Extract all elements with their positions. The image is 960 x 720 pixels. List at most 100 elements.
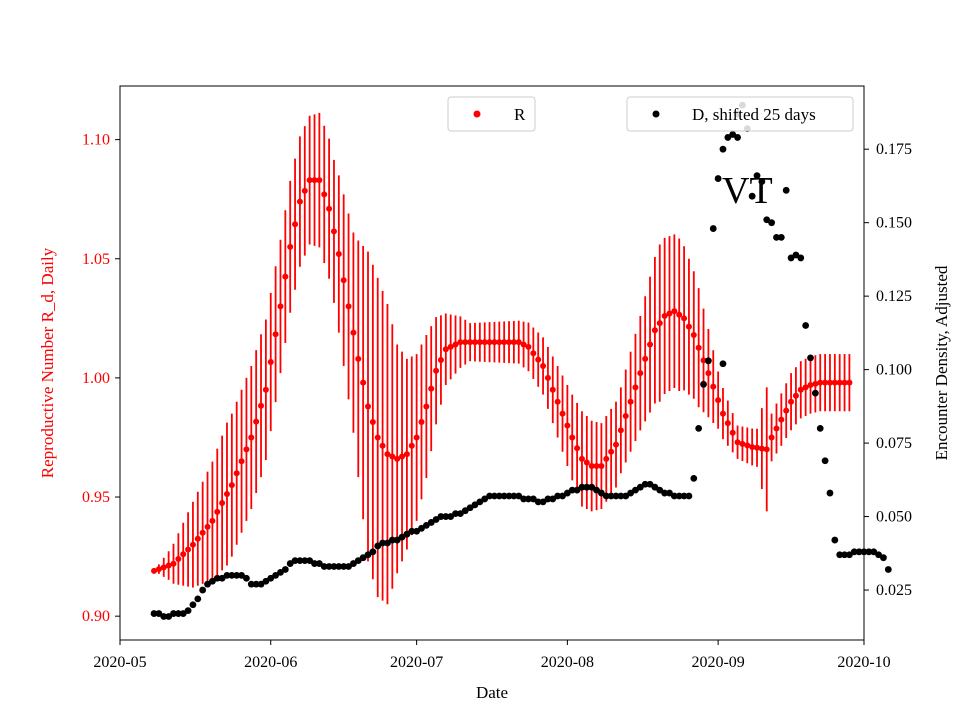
d-point (369, 548, 377, 556)
r-point (155, 566, 162, 573)
d-point (641, 480, 649, 488)
r-point (272, 331, 279, 338)
d-point (826, 489, 834, 497)
x-tick-label: 2020-07 (390, 654, 443, 671)
r-point (447, 343, 454, 350)
r-point (734, 439, 741, 446)
r-point (486, 339, 493, 346)
d-point (281, 566, 289, 573)
d-point (452, 510, 459, 518)
d-point (184, 607, 192, 615)
r-point (418, 418, 425, 425)
r-point (330, 228, 337, 235)
r-point (340, 277, 347, 284)
r-point (433, 367, 440, 374)
r-point (428, 385, 435, 392)
r-point (540, 362, 547, 369)
r-point (262, 386, 269, 393)
right-tick-label: 0.150 (876, 215, 912, 232)
d-point (807, 354, 814, 362)
d-point (247, 580, 255, 588)
r-point (661, 312, 668, 319)
r-point (822, 379, 829, 386)
d-point (758, 178, 766, 185)
r-point (578, 455, 585, 462)
r-point (476, 339, 483, 346)
r-point (258, 402, 265, 409)
d-point (753, 172, 761, 180)
r-point (326, 205, 333, 212)
legend-r-frame (447, 96, 536, 132)
d-point (821, 457, 829, 465)
left-tick-label: 1.00 (82, 370, 110, 387)
r-point (506, 339, 513, 346)
r-point (311, 177, 318, 184)
d-point (709, 225, 717, 232)
r-point (452, 341, 459, 348)
d-point (690, 474, 698, 482)
r-point (831, 379, 838, 386)
d-point (880, 554, 887, 562)
r-point (389, 453, 396, 460)
r-point (685, 323, 692, 330)
r-point (306, 177, 313, 184)
r-point (574, 445, 581, 452)
r-point (515, 339, 522, 346)
r-point (471, 339, 478, 346)
r-point (564, 422, 571, 429)
r-point (549, 386, 556, 393)
right-y-axis: 0.025 0.050 0.075 0.100 0.125 0.150 0.175 (864, 141, 912, 599)
r-point (267, 359, 274, 366)
d-point (734, 134, 741, 141)
r-point (525, 343, 532, 350)
x-tick-label: 2020-05 (93, 654, 146, 671)
left-tick-label: 0.90 (82, 608, 110, 625)
r-point (593, 463, 600, 470)
r-point (228, 482, 235, 489)
right-tick-label: 0.050 (876, 509, 912, 526)
d-point (500, 492, 508, 500)
d-point (748, 192, 756, 200)
d-point (675, 492, 683, 500)
r-point (613, 441, 619, 448)
r-point (559, 410, 566, 417)
r-point (355, 355, 362, 362)
right-tick-label: 0.025 (876, 582, 912, 599)
d-point (777, 233, 785, 241)
d-point (330, 563, 338, 570)
r-point (792, 392, 799, 399)
r-point (185, 546, 192, 553)
plot-frame (119, 85, 865, 641)
d-point (442, 513, 450, 520)
r-point (292, 221, 299, 228)
x-tick-label: 2020-10 (837, 654, 890, 671)
r-point (223, 491, 230, 498)
d-point (831, 536, 839, 544)
d-point (884, 566, 892, 573)
r-point (603, 455, 610, 462)
d-point (388, 536, 396, 544)
right-tick-label: 0.125 (876, 288, 912, 305)
r-point (394, 455, 401, 462)
d-point (680, 492, 688, 500)
r-point (413, 434, 420, 441)
r-point (462, 339, 469, 346)
d-point (491, 492, 498, 500)
r-point (360, 379, 367, 386)
d-point (150, 610, 158, 617)
d-point (782, 186, 790, 194)
d-point (228, 571, 236, 579)
d-point (252, 580, 260, 588)
r-point (656, 320, 663, 327)
d-point (685, 492, 693, 500)
r-point (807, 382, 814, 389)
r-point (778, 416, 785, 423)
r-point (754, 444, 761, 451)
r-point (253, 418, 260, 425)
r-point (520, 341, 527, 348)
d-point (768, 219, 776, 227)
r-point (651, 327, 658, 334)
r-point (588, 463, 595, 470)
d-point (719, 145, 727, 153)
r-point (277, 303, 284, 310)
